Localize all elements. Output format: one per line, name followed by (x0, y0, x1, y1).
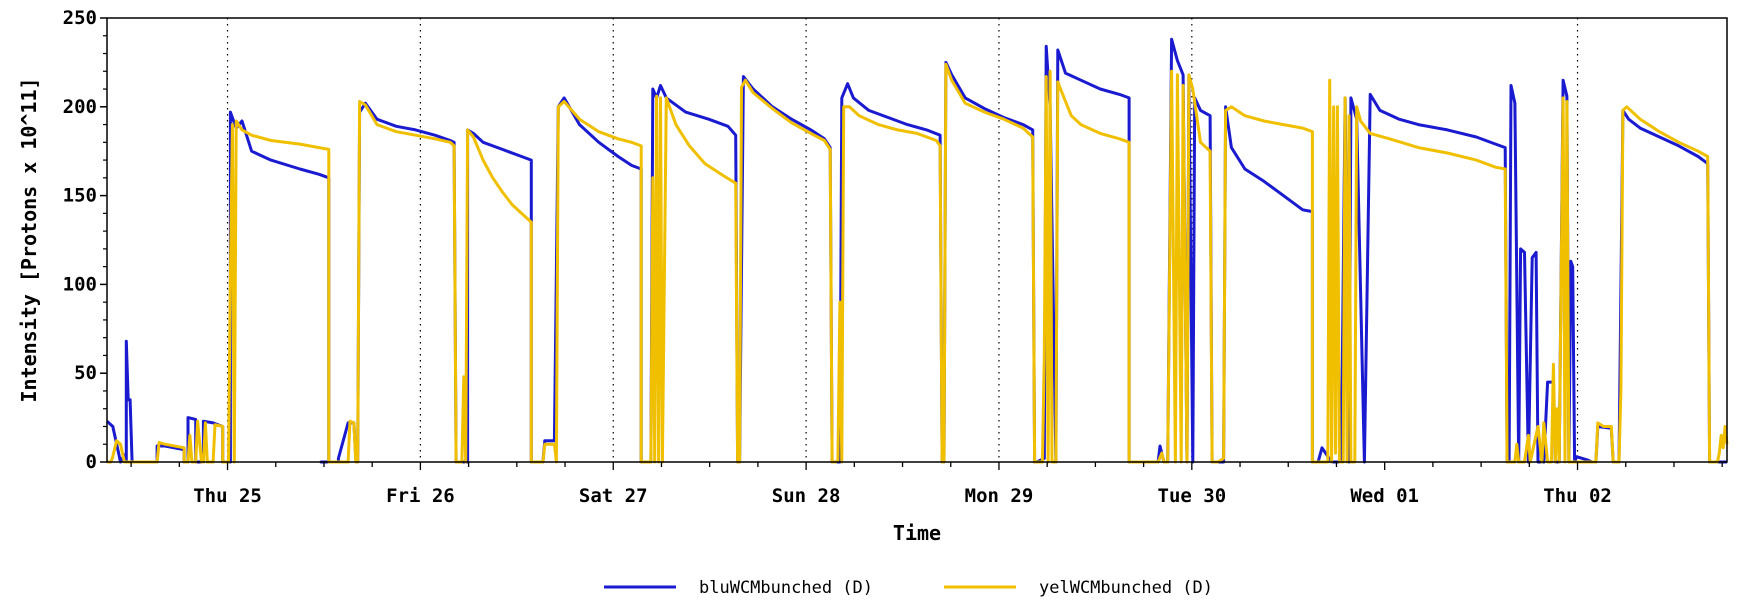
y-tick-label: 150 (63, 185, 97, 207)
y-tick-label: 50 (74, 362, 97, 384)
x-tick-label: Tue 30 (1158, 485, 1227, 507)
series-line-yellow (107, 62, 1729, 464)
day-gridlines (226, 18, 1579, 462)
y-axis: 0 50 100 150 200 250 (63, 7, 107, 473)
series-line-blue (105, 37, 1727, 464)
x-axis: Thu 25 Fri 26 Sat 27 Sun 28 Mon 29 Tue 30 Wed … (130, 462, 1723, 507)
series-lines (105, 37, 1729, 464)
x-tick-label: Sun 28 (772, 485, 841, 507)
x-tick-label: Fri 26 (386, 485, 455, 507)
x-axis-label: Time (893, 521, 941, 545)
y-axis-label: Intensity [Protons x 10^11] (17, 77, 41, 402)
y-tick-label: 200 (63, 96, 97, 118)
legend-label: yelWCMbunched (D) (1039, 578, 1213, 598)
y-tick-label: 0 (86, 451, 97, 473)
x-tick-label: Sat 27 (579, 485, 648, 507)
legend-label: bluWCMbunched (D) (699, 578, 873, 598)
y-tick-label: 100 (63, 273, 97, 295)
x-tick-label: Thu 02 (1543, 485, 1612, 507)
x-tick-label: Mon 29 (965, 485, 1034, 507)
x-tick-label: Thu 25 (193, 485, 262, 507)
y-tick-label: 250 (63, 7, 97, 29)
x-tick-label: Wed 01 (1350, 485, 1419, 507)
legend: bluWCMbunched (D) yelWCMbunched (D) (604, 578, 1213, 598)
plot-frame (106, 17, 1728, 463)
